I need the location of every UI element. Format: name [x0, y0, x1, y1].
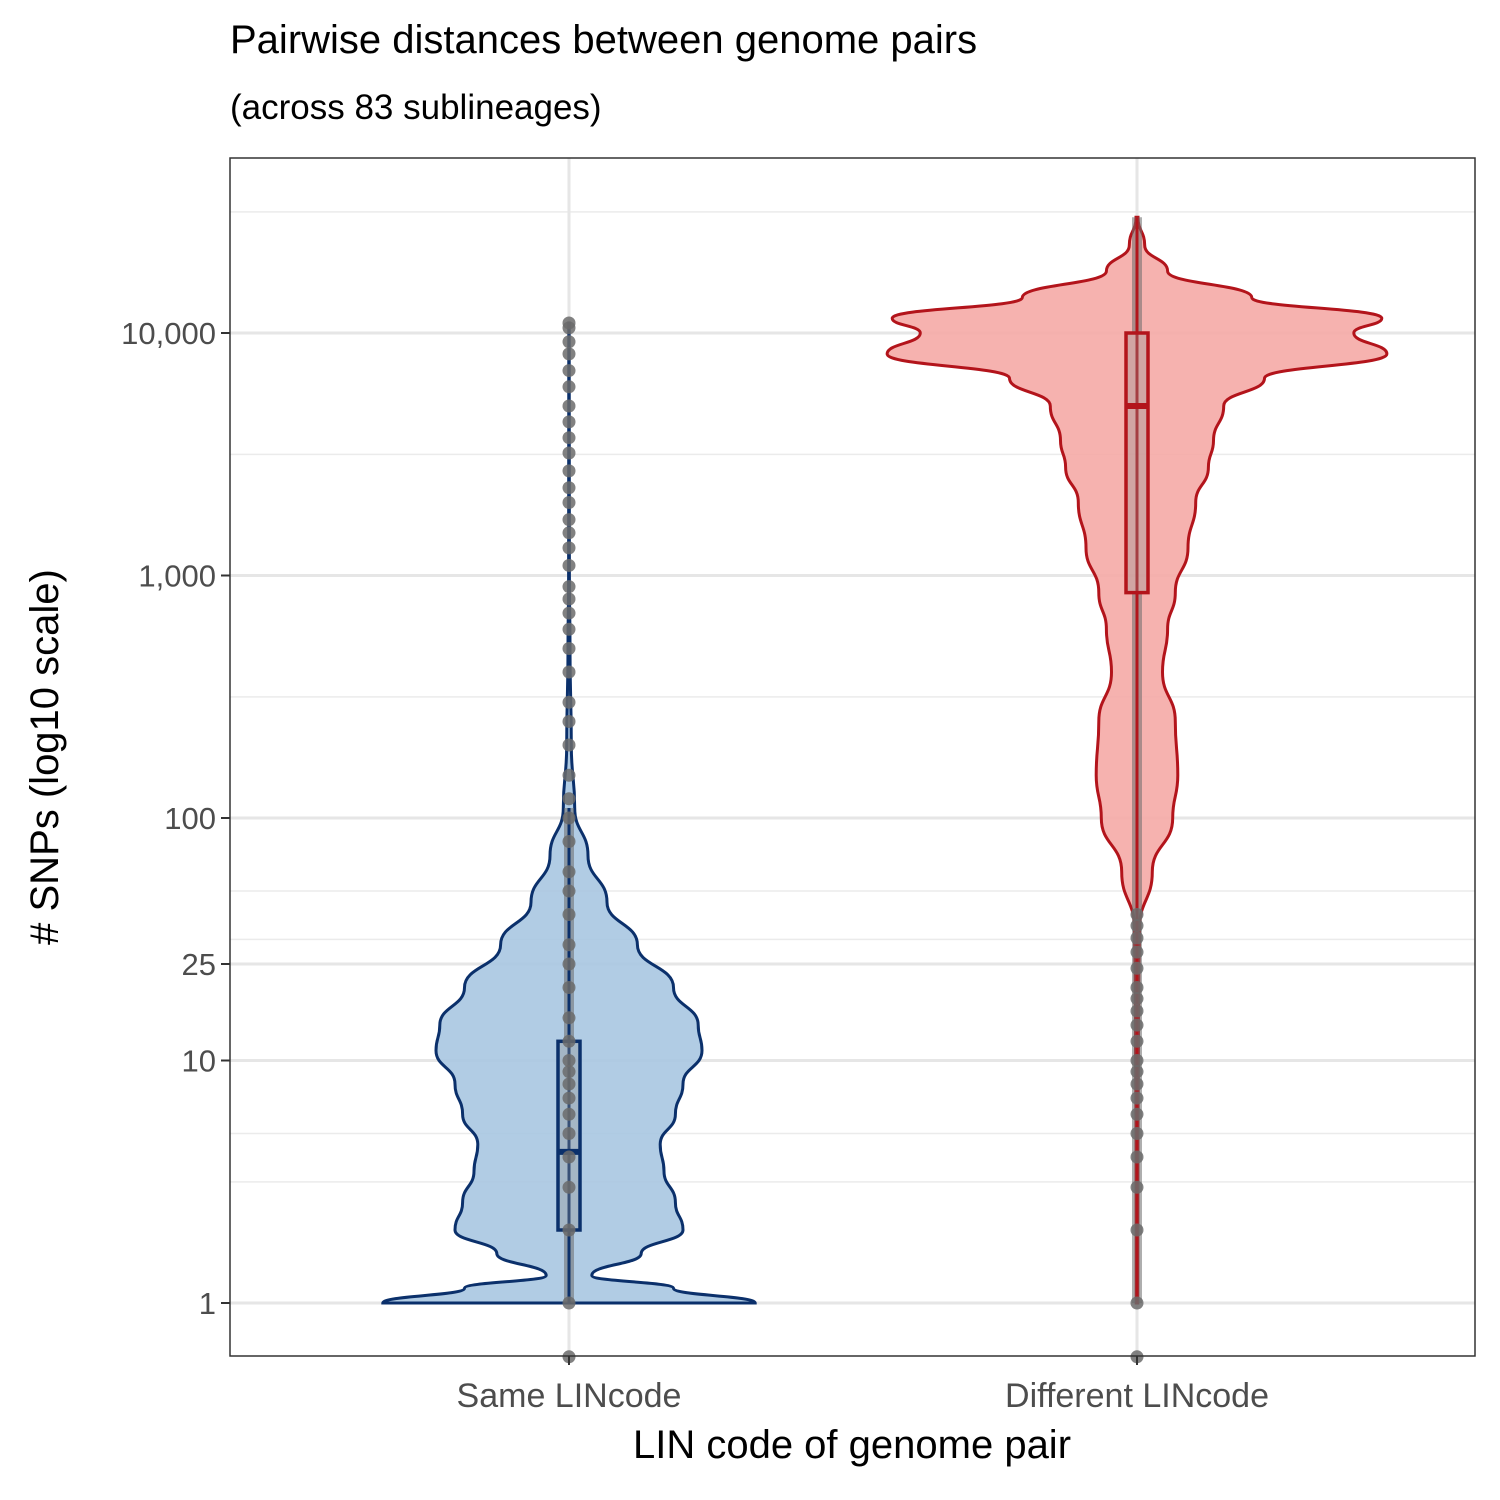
outlier-point [562, 481, 576, 495]
outlier-point [562, 1107, 576, 1121]
violins [381, 215, 1389, 1305]
outlier-point [562, 464, 576, 478]
outlier-point [562, 1296, 576, 1310]
outlier-point [562, 513, 576, 527]
y-tick-label: 10 [182, 1044, 216, 1079]
outlier-point [562, 335, 576, 349]
outlier-point [1130, 992, 1144, 1006]
outlier-point [562, 738, 576, 752]
outlier-point [562, 380, 576, 394]
outlier-point [562, 1091, 576, 1105]
outlier-point [1130, 945, 1144, 959]
outlier-point [562, 1180, 576, 1194]
x-tick-label: Different LINcode [1005, 1377, 1269, 1415]
outlier-point [562, 541, 576, 555]
outlier-point [562, 592, 576, 606]
outlier-point [562, 835, 576, 849]
outlier-point [1130, 1126, 1144, 1140]
outlier-point [562, 957, 576, 971]
outlier-point [562, 1054, 576, 1067]
outlier-point [562, 865, 576, 879]
outlier-point [1130, 931, 1144, 945]
outlier-points [562, 316, 1144, 1364]
outlier-point [562, 399, 576, 413]
outlier-point [562, 884, 576, 898]
outlier-point [1130, 961, 1144, 975]
outlier-point [562, 768, 576, 782]
outlier-point [562, 347, 576, 361]
y-tick-label: 1 [199, 1286, 216, 1321]
outlier-point [562, 695, 576, 709]
outlier-point [1130, 919, 1144, 933]
outlier-point [1130, 908, 1144, 922]
outlier-point [1130, 1054, 1144, 1067]
axis-ticks: 1 10 25 100 1,000 10,000 Same LINcode Different… [121, 316, 1269, 1415]
outlier-point [562, 606, 576, 620]
outlier-point [562, 1223, 576, 1237]
outlier-point [562, 580, 576, 594]
outlier-point [1130, 1077, 1144, 1091]
y-tick-label: 25 [182, 947, 216, 982]
outlier-point [562, 1150, 576, 1164]
outlier-point [562, 792, 576, 806]
outlier-point [562, 316, 576, 330]
outlier-point [562, 496, 576, 510]
outlier-point [1130, 1296, 1144, 1310]
outlier-point [1130, 1223, 1144, 1237]
outlier-point [562, 938, 576, 952]
y-axis-title: # SNPs (log10 scale) [23, 569, 67, 945]
outlier-point [562, 1034, 576, 1048]
outlier-point [562, 526, 576, 540]
outlier-point [562, 665, 576, 679]
outlier-point [1130, 1150, 1144, 1164]
outlier-point [1130, 1004, 1144, 1018]
outlier-point [562, 1011, 576, 1025]
chart-title: Pairwise distances between genome pairs [230, 18, 978, 62]
outlier-point [562, 1126, 576, 1140]
y-tick-label: 100 [164, 801, 216, 836]
outlier-point [1130, 1034, 1144, 1048]
x-axis-title: LIN code of genome pair [633, 1423, 1071, 1467]
outlier-point [562, 908, 576, 922]
x-tick-label: Same LINcode [457, 1377, 682, 1415]
outlier-point [562, 811, 576, 825]
box-iqr [1124, 331, 1150, 595]
outlier-point [562, 446, 576, 460]
outlier-point [1130, 1091, 1144, 1105]
outlier-point [562, 431, 576, 445]
outlier-point [1130, 1065, 1144, 1079]
outlier-point [1130, 1180, 1144, 1194]
outlier-point [562, 1065, 576, 1079]
outlier-point [562, 558, 576, 572]
y-tick-label: 1,000 [138, 559, 216, 594]
plot-panel-border [229, 157, 1476, 1357]
outlier-point [562, 364, 576, 378]
outlier-point [562, 641, 576, 655]
outlier-point [562, 714, 576, 728]
outlier-point [1130, 981, 1144, 995]
outlier-point [562, 415, 576, 429]
y-tick-label: 10,000 [121, 316, 216, 351]
chart-subtitle: (across 83 sublineages) [230, 88, 602, 127]
outlier-point [562, 622, 576, 636]
outlier-point [1130, 1018, 1144, 1032]
outlier-point [562, 1077, 576, 1091]
outlier-point [1130, 1107, 1144, 1121]
outlier-point [562, 981, 576, 995]
